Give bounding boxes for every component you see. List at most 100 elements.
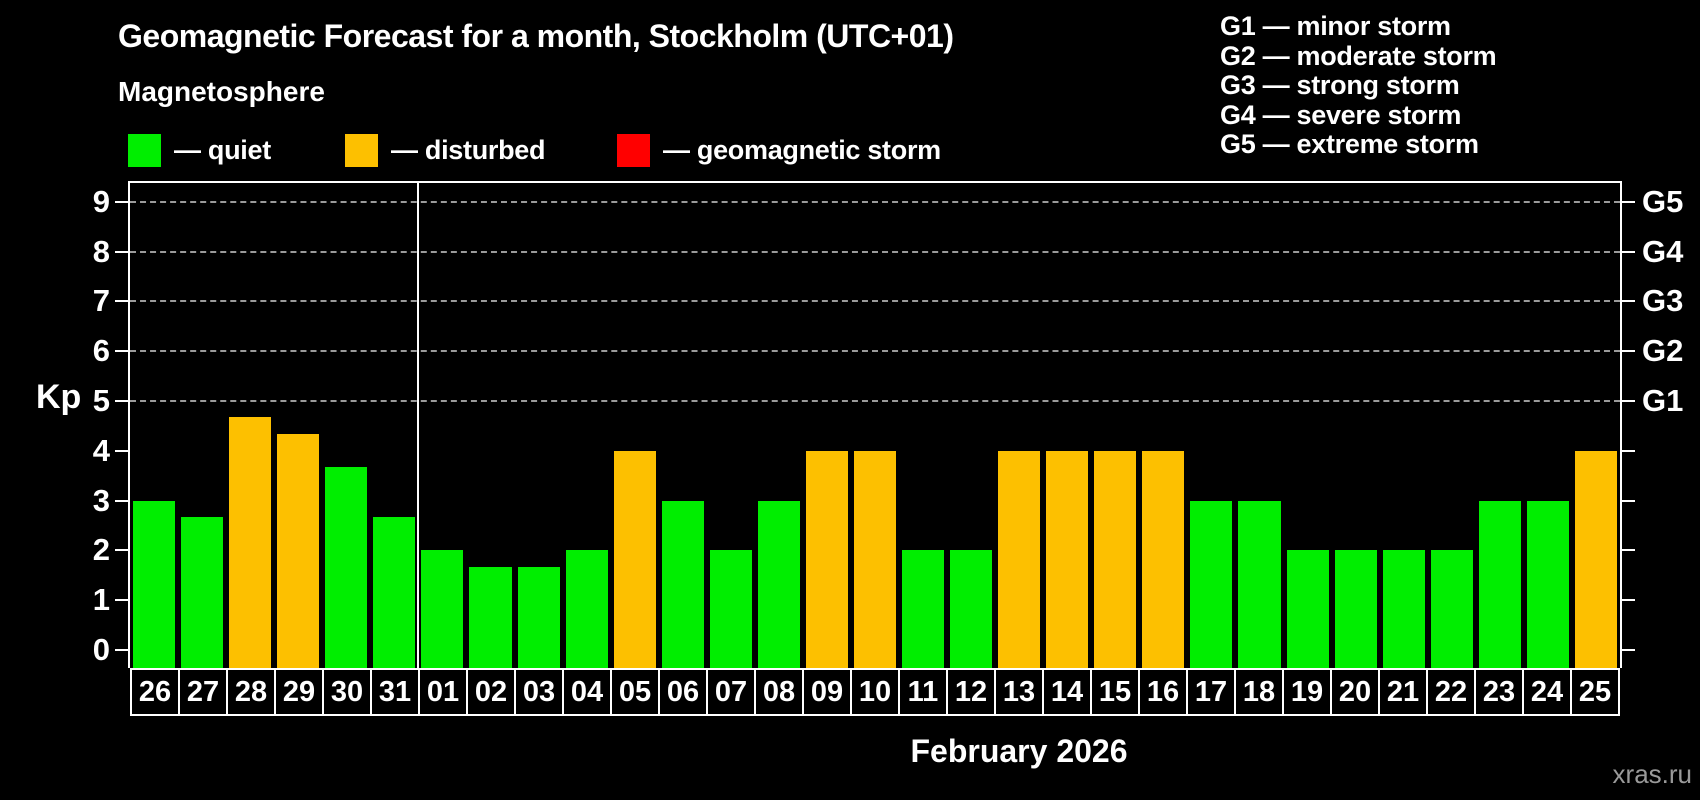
g-legend-line-g3: G3 — strong storm [1220,70,1460,100]
day-label-19: 19 [1282,668,1332,716]
y-tick-left-2 [115,549,128,552]
kp-bar-day-04 [565,550,608,668]
gridline-kp-7 [130,300,1620,303]
day-label-09: 09 [802,668,852,716]
kp-bar-day-08 [757,500,800,668]
kp-bar-day-09 [805,450,848,668]
g-level-label-g2: G2 [1642,333,1684,369]
kp-bar-day-31 [373,517,416,668]
day-label-14: 14 [1042,668,1092,716]
kp-bar-day-13 [998,450,1041,668]
kp-bar-day-12 [950,550,993,668]
kp-bar-day-21 [1382,550,1425,668]
day-label-07: 07 [706,668,756,716]
day-label-27: 27 [178,668,228,716]
kp-bar-day-01 [421,550,464,668]
day-label-31: 31 [370,668,420,716]
day-label-15: 15 [1090,668,1140,716]
y-tick-right-0 [1622,649,1635,651]
y-tick-right-3 [1622,499,1635,502]
day-label-29: 29 [274,668,324,716]
plot-area: 0 1 2 3 4 5 6 7 8 9 G1 G2 G3 G4 G5 [93,181,1683,668]
g-level-label-g5: G5 [1642,183,1684,219]
y-tick-right-1 [1622,599,1635,602]
kp-bar-day-28 [229,417,272,668]
g-legend-line-g2: G2 — moderate storm [1220,40,1497,71]
y-tick-right-9 [1622,200,1635,203]
x-axis-day-labels: 26 27 28 29 30 31 01 02 03 04 05 06 07 08 09 10 11 12 13 14… [130,668,1620,716]
chart-subtitle: Magnetosphere [118,76,325,107]
kp-bar-day-29 [277,434,320,668]
day-label-05: 05 [610,668,660,716]
disturbed-swatch [345,133,378,167]
y-tick-label-9: 9 [92,183,110,219]
day-label-13: 13 [994,668,1044,716]
y-tick-left-9 [115,200,128,203]
y-tick-left-6 [115,350,128,353]
gridline-kp-6 [130,350,1620,353]
kp-bar-day-23 [1478,500,1521,668]
y-tick-label-5: 5 [92,383,110,418]
y-tick-left-1 [115,599,128,602]
kp-bar-day-27 [181,517,224,668]
day-label-30: 30 [322,668,372,716]
kp-bar-day-10 [853,450,897,668]
day-label-01: 01 [418,668,468,716]
g-legend-line-g5: G5 — extreme storm [1220,129,1479,159]
legend-item-quiet: — quiet [128,132,271,168]
y-tick-label-7: 7 [92,283,110,319]
kp-bar-day-18 [1238,500,1281,668]
day-label-28: 28 [226,668,276,716]
gridline-kp-8 [130,250,1620,253]
kp-bar-day-20 [1334,550,1377,668]
day-label-11: 11 [898,668,948,716]
day-label-03: 03 [514,668,564,716]
y-tick-label-8: 8 [92,233,110,269]
y-tick-label-2: 2 [92,532,110,568]
day-label-17: 17 [1186,668,1236,716]
y-tick-right-4 [1622,449,1635,452]
day-label-08: 08 [754,668,804,716]
kp-bar-day-07 [709,550,752,668]
day-label-10: 10 [850,668,900,716]
kp-bar-day-16 [1142,450,1185,668]
g-level-label-g4: G4 [1642,233,1684,269]
day-label-24: 24 [1522,668,1572,716]
kp-bar-day-26 [133,500,176,668]
y-tick-left-0 [115,649,128,651]
y-tick-right-6 [1622,350,1635,353]
y-tick-right-2 [1622,549,1635,552]
g-level-label-g1: G1 [1642,383,1684,418]
y-axis-title: Kp [36,378,82,416]
day-label-04: 04 [562,668,612,716]
y-tick-label-6: 6 [92,333,110,369]
y-tick-right-8 [1622,250,1635,253]
legend-item-storm: — geomagnetic storm [617,132,941,168]
plot-border-left [128,181,130,668]
y-tick-left-7 [115,300,128,303]
g-scale-legend: G1 — minor storm G2 — moderate storm G3 — … [1220,11,1497,160]
legend-label-storm: — geomagnetic storm [663,134,941,165]
kp-bar-day-02 [469,566,512,668]
y-tick-label-1: 1 [92,582,110,618]
day-label-25: 25 [1570,668,1620,716]
plot-border-top [128,181,1622,183]
day-label-20: 20 [1330,668,1380,716]
kp-bar-day-22 [1430,550,1473,668]
kp-bar-day-24 [1526,500,1569,668]
y-tick-label-0: 0 [92,632,110,667]
day-label-26: 26 [130,668,180,716]
day-label-02: 02 [466,668,516,716]
y-tick-right-5 [1622,400,1635,402]
y-tick-left-8 [115,250,128,253]
kp-bar-day-19 [1286,550,1329,668]
kp-bar-day-17 [1190,500,1233,668]
y-tick-left-3 [115,499,128,502]
plot-border-right [1620,181,1622,668]
day-label-18: 18 [1234,668,1284,716]
gridline-kp-9 [130,200,1620,203]
g-level-label-g3: G3 [1642,283,1684,319]
kp-bar-day-14 [1046,450,1089,668]
kp-bar-day-25 [1574,450,1617,668]
